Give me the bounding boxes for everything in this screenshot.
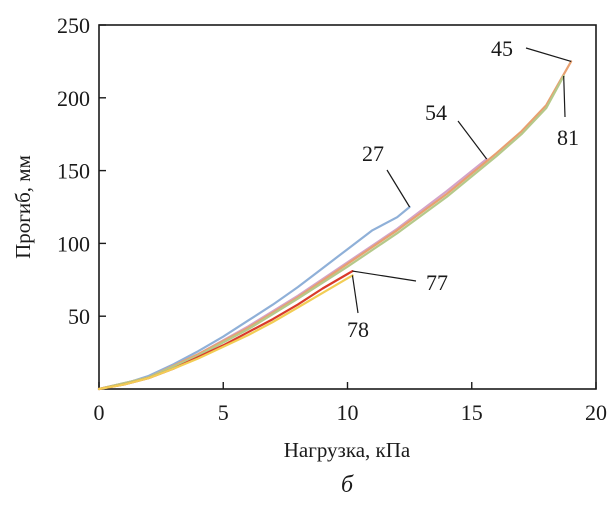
series-line-27 (97, 205, 411, 391)
annotation-label-27: 27 (362, 141, 384, 166)
series-line-78 (97, 274, 354, 391)
annotation-leader-54 (457, 120, 488, 160)
annotation-leader-81 (563, 75, 566, 118)
annotation-label-45: 45 (491, 36, 513, 61)
x-tick-label: 15 (461, 400, 483, 425)
x-axis-title: Нагрузка, кПа (284, 438, 411, 462)
tick-layer: 0 5 10 15 20 50 100 150 200 250 (57, 13, 607, 425)
x-tick-label: 0 (94, 400, 105, 425)
y-tick-label: 200 (57, 86, 90, 111)
annotation-label-77: 77 (426, 270, 448, 295)
series-line-81 (97, 74, 565, 391)
annotation-leader-27 (386, 169, 411, 208)
y-tick-label: 250 (57, 13, 90, 38)
annotation-label-78: 78 (347, 317, 369, 342)
x-tick-label: 10 (337, 400, 359, 425)
annotation-layer: 27 54 45 81 77 78 (347, 36, 579, 342)
x-tick-label: 5 (218, 400, 229, 425)
series-line-45 (97, 60, 573, 391)
annotation-leader-45 (525, 47, 572, 62)
y-axis-title: Прогиб, мм (11, 155, 35, 259)
x-tick-label: 20 (585, 400, 607, 425)
y-tick-label: 150 (57, 159, 90, 184)
panel-label: б (341, 472, 354, 498)
annotation-leader-77 (352, 270, 417, 282)
y-tick-label: 100 (57, 231, 90, 256)
y-tick-label: 50 (68, 304, 90, 329)
series-layer (97, 60, 573, 391)
annotation-label-81: 81 (557, 125, 579, 150)
annotation-label-54: 54 (425, 100, 447, 125)
annotation-leader-78 (351, 275, 359, 314)
